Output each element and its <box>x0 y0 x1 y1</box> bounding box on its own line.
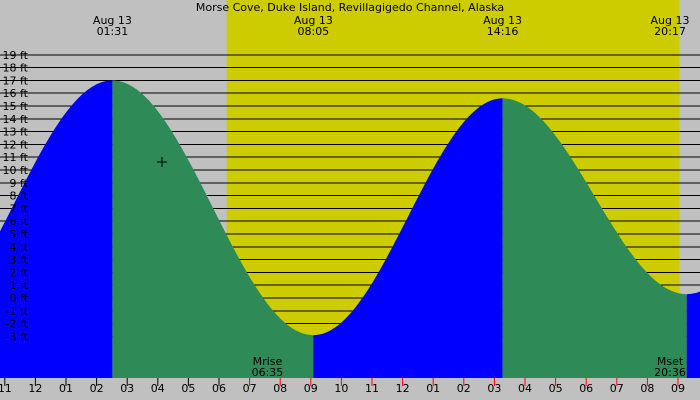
x-tick-label: 08 <box>273 382 287 395</box>
y-tick-label: -3 ft <box>6 330 29 343</box>
tide-rising-segment <box>0 80 113 378</box>
x-tick-label: 12 <box>396 382 410 395</box>
x-tick-label: 05 <box>549 382 563 395</box>
x-tick-label: 07 <box>610 382 624 395</box>
y-tick-label: 15 ft <box>3 100 29 113</box>
y-tick-label: 4 ft <box>10 241 29 254</box>
x-tick-label: 04 <box>151 382 165 395</box>
x-tick-label: 09 <box>304 382 318 395</box>
tide-rising-segment <box>313 98 503 379</box>
extreme-time: 08:05 <box>297 25 329 38</box>
y-tick-label: 11 ft <box>3 151 29 164</box>
moon-event-label: Mrise <box>253 355 283 368</box>
extreme-time: 01:31 <box>97 25 129 38</box>
y-tick-label: 9 ft <box>10 177 29 190</box>
tide-falling-segment <box>502 98 687 379</box>
x-tick-label: 07 <box>243 382 257 395</box>
moon-event-label: Mset <box>657 355 684 368</box>
y-tick-label: 5 ft <box>10 228 29 241</box>
extreme-date: Aug 13 <box>651 14 690 27</box>
chart-title: Morse Cove, Duke Island, Revillagigedo C… <box>196 1 504 14</box>
x-tick-label: 02 <box>457 382 471 395</box>
x-tick-label: 06 <box>212 382 226 395</box>
tide-rising-segment <box>686 291 700 378</box>
y-tick-label: 1 ft <box>10 279 29 292</box>
x-tick-label: 04 <box>518 382 532 395</box>
y-tick-label: 8 ft <box>10 190 29 203</box>
y-tick-label: 10 ft <box>3 164 29 177</box>
y-tick-label: 0 ft <box>10 292 29 305</box>
x-tick-label: 08 <box>640 382 654 395</box>
x-tick-label: 01 <box>59 382 73 395</box>
x-tick-label: 10 <box>334 382 348 395</box>
y-tick-label: 3 ft <box>10 254 29 267</box>
x-tick-label: 09 <box>671 382 685 395</box>
x-tick-label: 03 <box>120 382 134 395</box>
y-tick-label: 16 ft <box>3 87 29 100</box>
y-tick-label: 6 ft <box>10 215 29 228</box>
y-tick-label: 2 ft <box>10 266 29 279</box>
extreme-time: 20:17 <box>654 25 686 38</box>
x-axis: 11 12 01 02 03 04 05 06 07 08 09 10 11 12 01 02 03 04 05 06… <box>0 378 685 395</box>
extreme-date: Aug 13 <box>294 14 333 27</box>
y-tick-label: 13 ft <box>3 126 29 139</box>
y-tick-label: 19 ft <box>3 49 29 62</box>
x-tick-label: 03 <box>487 382 501 395</box>
moon-event-time: 06:35 <box>252 366 284 379</box>
y-tick-label: -2 ft <box>6 318 29 331</box>
x-tick-label: 12 <box>28 382 42 395</box>
x-tick-label: 06 <box>579 382 593 395</box>
y-tick-label: 18 ft <box>3 62 29 75</box>
y-tick-label: -1 ft <box>6 305 29 318</box>
extreme-date: Aug 13 <box>483 14 522 27</box>
x-tick-label: 05 <box>181 382 195 395</box>
y-tick-label: 7 ft <box>10 202 29 215</box>
y-tick-label: 14 ft <box>3 113 29 126</box>
moon-event-time: 20:36 <box>654 366 686 379</box>
tide-falling-segment <box>112 80 314 379</box>
tide-area <box>0 80 700 379</box>
extreme-time: 14:16 <box>487 25 519 38</box>
x-tick-label: 11 <box>0 382 12 395</box>
cursor-crosshair <box>157 157 167 167</box>
y-tick-label: 12 ft <box>3 138 29 151</box>
x-tick-label: 11 <box>365 382 379 395</box>
x-tick-label: 02 <box>90 382 104 395</box>
extreme-date: Aug 13 <box>93 14 132 27</box>
x-tick-label: 01 <box>426 382 440 395</box>
y-tick-label: 17 ft <box>3 74 29 87</box>
